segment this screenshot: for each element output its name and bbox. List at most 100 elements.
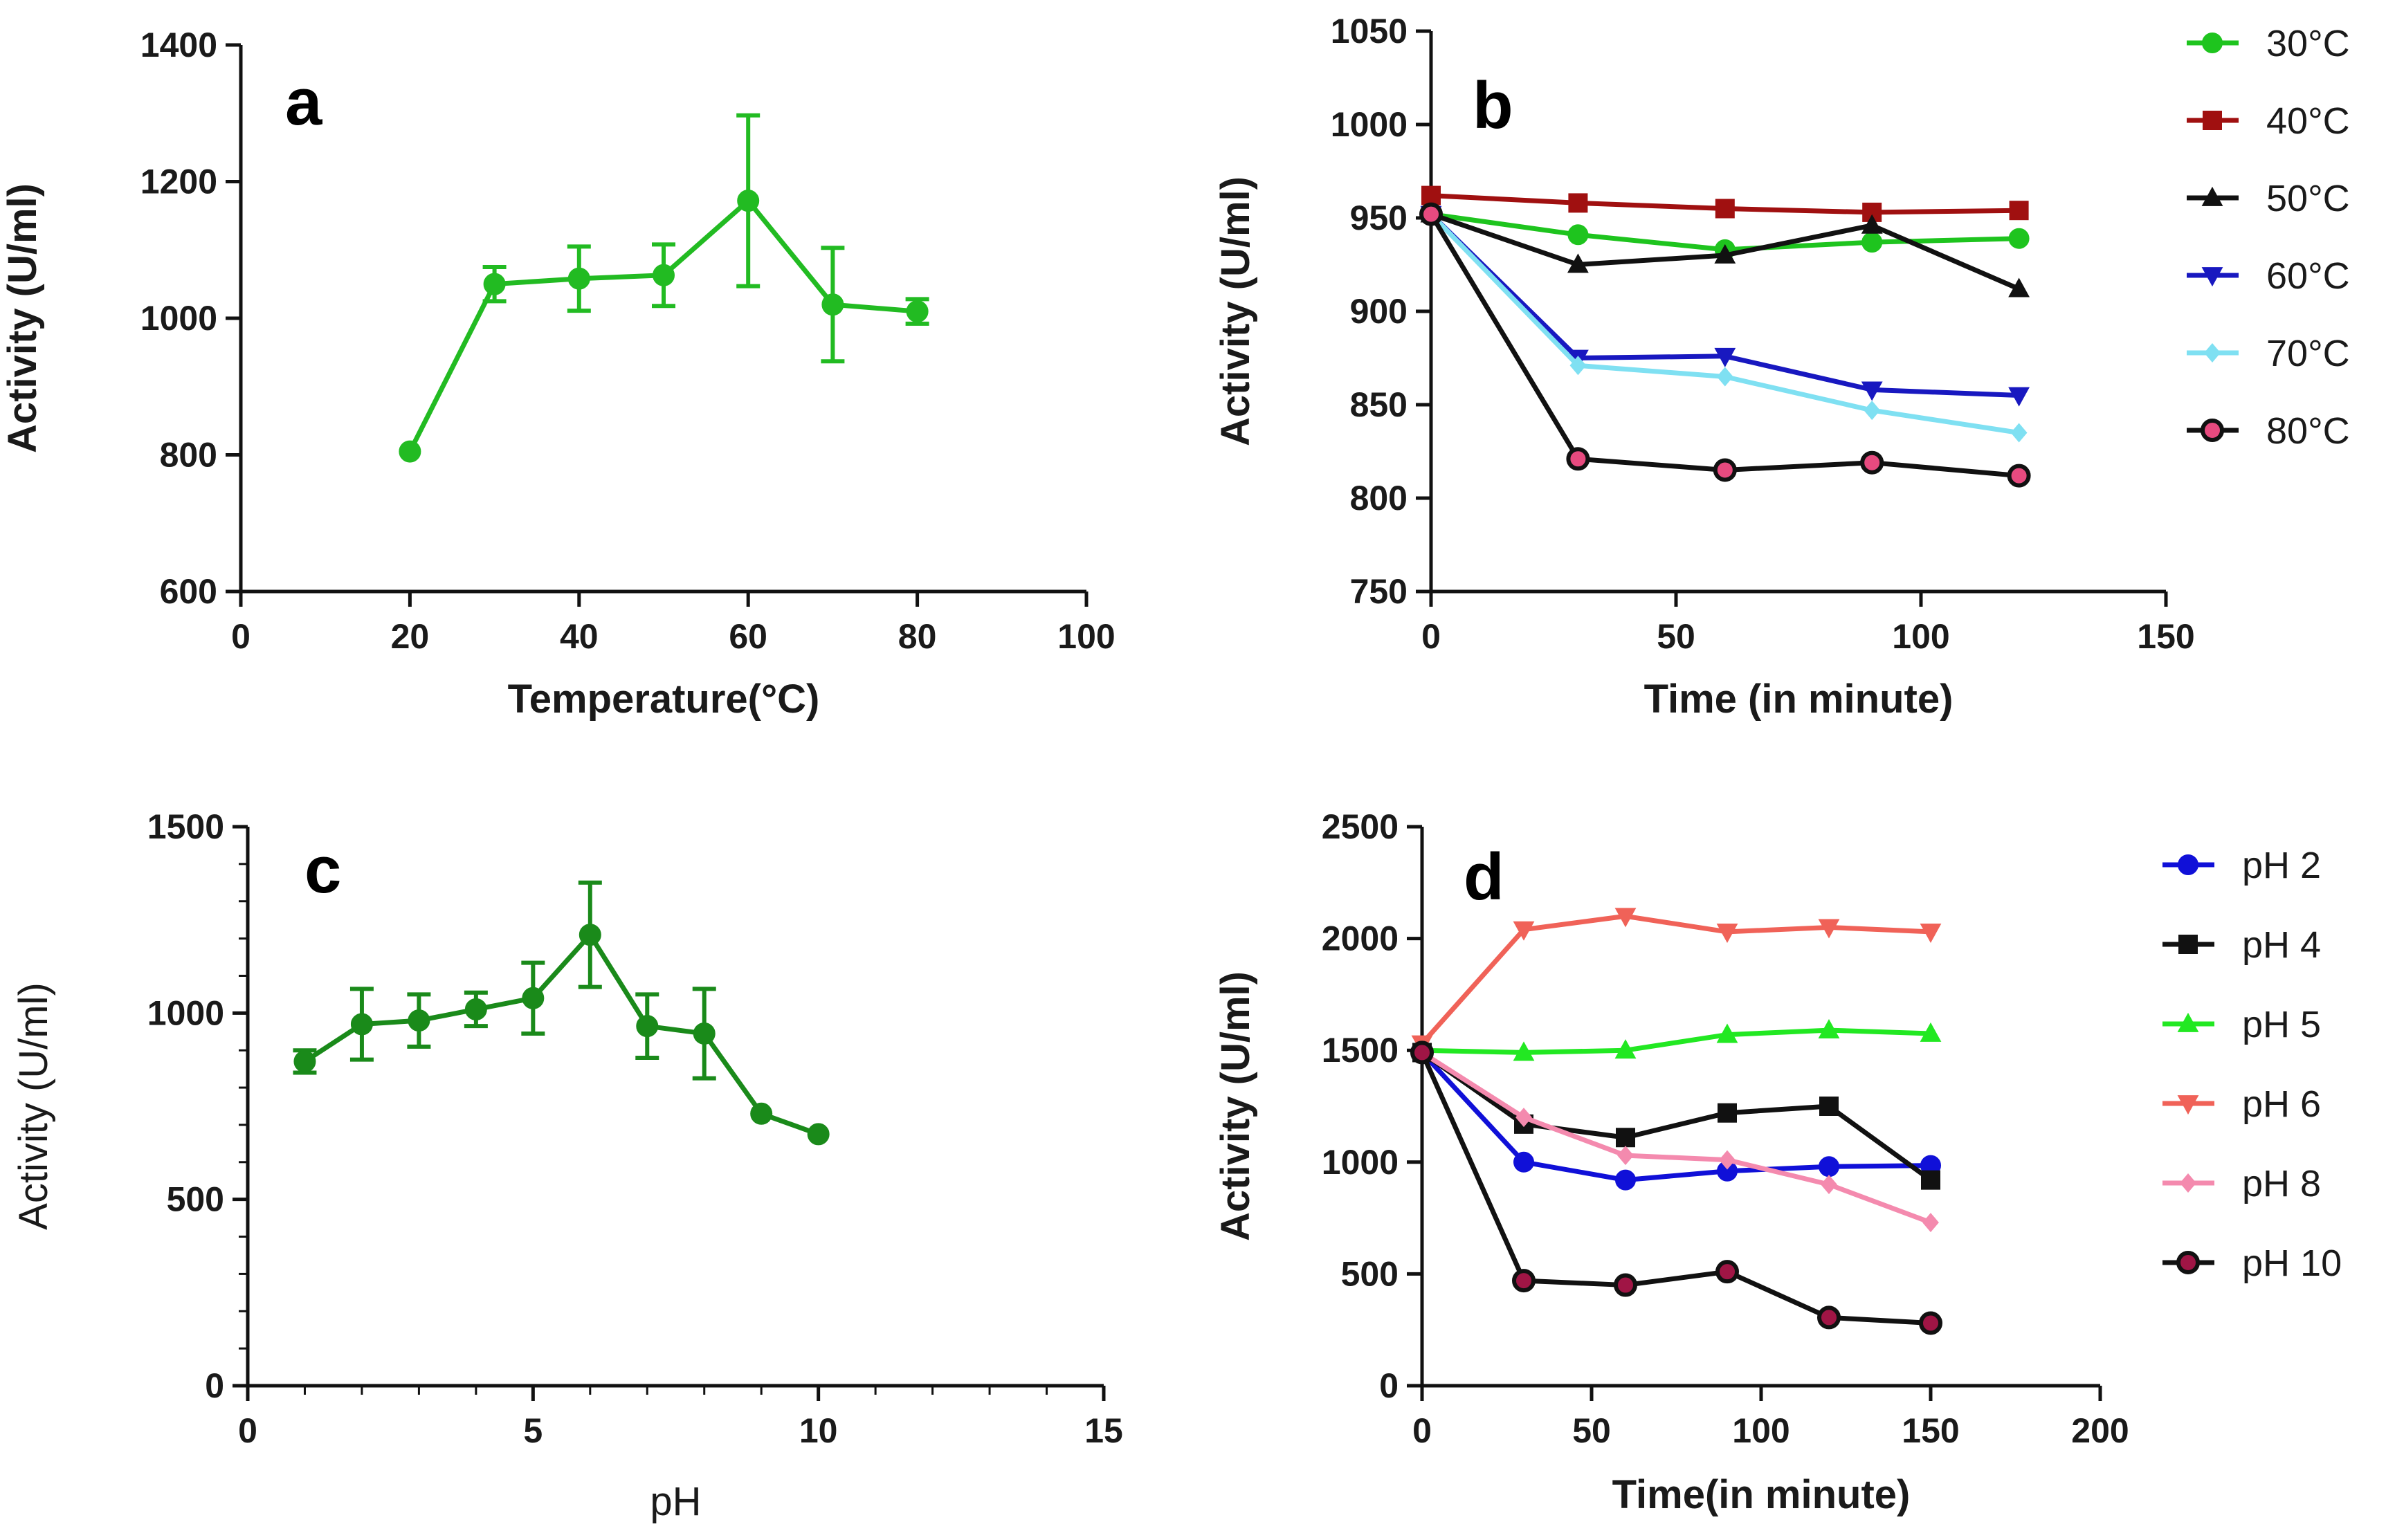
legend-marker bbox=[2177, 1012, 2199, 1032]
y-tick-label: 1500 bbox=[1322, 1031, 1399, 1070]
data-point bbox=[408, 1009, 430, 1032]
data-point bbox=[464, 998, 487, 1020]
data-point bbox=[1819, 1156, 1839, 1177]
data-point bbox=[1616, 1128, 1635, 1148]
y-tick-label: 0 bbox=[1379, 1366, 1399, 1405]
data-point bbox=[1861, 214, 1883, 234]
data-point bbox=[1513, 1151, 1534, 1173]
series-line bbox=[408, 198, 918, 453]
x-tick-label: 80 bbox=[898, 617, 937, 656]
legend-label: 60°C bbox=[2266, 255, 2350, 297]
data-point bbox=[821, 293, 844, 316]
x-tick-label: 20 bbox=[391, 617, 430, 656]
data-point bbox=[1513, 921, 1535, 941]
data-point bbox=[1861, 232, 1883, 253]
data-point bbox=[1818, 919, 1840, 939]
data-point bbox=[1421, 185, 1441, 205]
x-axis-title: Time(in minute) bbox=[1612, 1472, 1911, 1517]
data-point bbox=[750, 1102, 773, 1125]
data-point bbox=[1919, 1311, 1942, 1335]
legend-label: pH 8 bbox=[2242, 1163, 2321, 1204]
data-point bbox=[1615, 1169, 1636, 1191]
data-point bbox=[1714, 347, 1736, 367]
x-tick-label: 200 bbox=[2071, 1411, 2129, 1450]
data-point bbox=[2007, 464, 2031, 488]
legend-marker bbox=[2201, 267, 2223, 287]
legend-label: 30°C bbox=[2266, 23, 2350, 64]
panel-letter: c bbox=[304, 833, 341, 907]
y-tick-label: 1000 bbox=[1322, 1143, 1399, 1182]
data-point bbox=[1716, 367, 1733, 387]
legend: pH 2 pH 4 pH 5 pH 6 pH 8 pH 10 bbox=[2162, 845, 2342, 1284]
series-pH 10 bbox=[1410, 1041, 1942, 1335]
x-tick-label: 100 bbox=[1892, 617, 1949, 656]
y-tick-label: 0 bbox=[205, 1366, 224, 1405]
series-line bbox=[1421, 1027, 1931, 1055]
data-point bbox=[2008, 277, 2030, 297]
data-point bbox=[579, 924, 601, 946]
y-axis-title: Activity (U/ml) bbox=[1213, 971, 1258, 1241]
x-tick-label: 50 bbox=[1572, 1411, 1611, 1450]
data-point bbox=[1617, 1146, 1634, 1166]
data-point bbox=[1818, 1019, 1840, 1039]
y-tick-label: 1500 bbox=[147, 807, 224, 846]
y-tick-label: 900 bbox=[1350, 292, 1408, 331]
data-point bbox=[1410, 1041, 1434, 1065]
data-point bbox=[1920, 924, 1942, 944]
x-tick-label: 40 bbox=[560, 617, 599, 656]
legend: 30°C 40°C 50°C 60°C 70°C 80°C bbox=[2187, 23, 2350, 452]
legend-label: pH 6 bbox=[2242, 1083, 2321, 1125]
data-point bbox=[1515, 1108, 1532, 1128]
data-point bbox=[1920, 1022, 1942, 1042]
y-tick-label: 500 bbox=[1341, 1254, 1399, 1293]
series-pH 2 bbox=[1412, 1042, 1941, 1191]
data-point bbox=[1713, 458, 1737, 482]
x-tick-label: 150 bbox=[1902, 1411, 1959, 1450]
legend-label: pH 4 bbox=[2242, 924, 2321, 966]
data-point bbox=[1922, 1213, 1939, 1233]
data-point bbox=[1860, 450, 1884, 475]
data-point bbox=[2010, 423, 2028, 443]
legend-marker bbox=[2180, 1173, 2196, 1193]
y-axis-title: Activity (U/ml) bbox=[0, 183, 45, 453]
legend-label: 40°C bbox=[2266, 100, 2350, 142]
data-point bbox=[1718, 1103, 1737, 1123]
data-point bbox=[567, 267, 590, 290]
data-point bbox=[1715, 1260, 1739, 1284]
data-point bbox=[1513, 1041, 1535, 1061]
legend-label: 80°C bbox=[2266, 410, 2350, 452]
legend-label: pH 10 bbox=[2242, 1243, 2342, 1284]
legend-marker bbox=[2204, 343, 2221, 363]
y-tick-label: 800 bbox=[1350, 479, 1408, 517]
legend-marker bbox=[2203, 111, 2222, 130]
legend-label: pH 2 bbox=[2242, 845, 2321, 886]
data-point bbox=[1569, 356, 1587, 376]
panel-letter: b bbox=[1473, 68, 1513, 143]
series-line bbox=[303, 932, 819, 1137]
x-tick-label: 150 bbox=[2137, 617, 2194, 656]
x-axis-title: Temperature(°C) bbox=[508, 677, 820, 722]
data-point bbox=[1568, 193, 1588, 213]
series-Activity bbox=[293, 880, 830, 1146]
data-point bbox=[483, 273, 506, 295]
data-point bbox=[1819, 1097, 1839, 1116]
data-point bbox=[293, 1050, 316, 1073]
y-axis-title: Activity (U/ml) bbox=[11, 982, 56, 1230]
y-tick-label: 2500 bbox=[1322, 807, 1399, 846]
data-point bbox=[1864, 401, 1881, 421]
data-point bbox=[807, 1123, 830, 1146]
data-point bbox=[1861, 381, 1883, 401]
data-point bbox=[1567, 253, 1589, 273]
legend-label: 50°C bbox=[2266, 178, 2350, 219]
data-point bbox=[1716, 924, 1738, 944]
y-tick-label: 1000 bbox=[140, 299, 217, 338]
x-tick-label: 100 bbox=[1057, 617, 1115, 656]
data-point bbox=[1512, 1269, 1536, 1293]
data-point bbox=[2008, 387, 2030, 407]
data-point bbox=[1719, 1150, 1736, 1170]
series-line bbox=[1421, 1050, 1932, 1225]
x-tick-label: 0 bbox=[1421, 617, 1441, 656]
y-axis-title: Activity (U/ml) bbox=[1213, 176, 1258, 446]
x-tick-label: 0 bbox=[231, 617, 251, 656]
data-point bbox=[1817, 1305, 1841, 1330]
